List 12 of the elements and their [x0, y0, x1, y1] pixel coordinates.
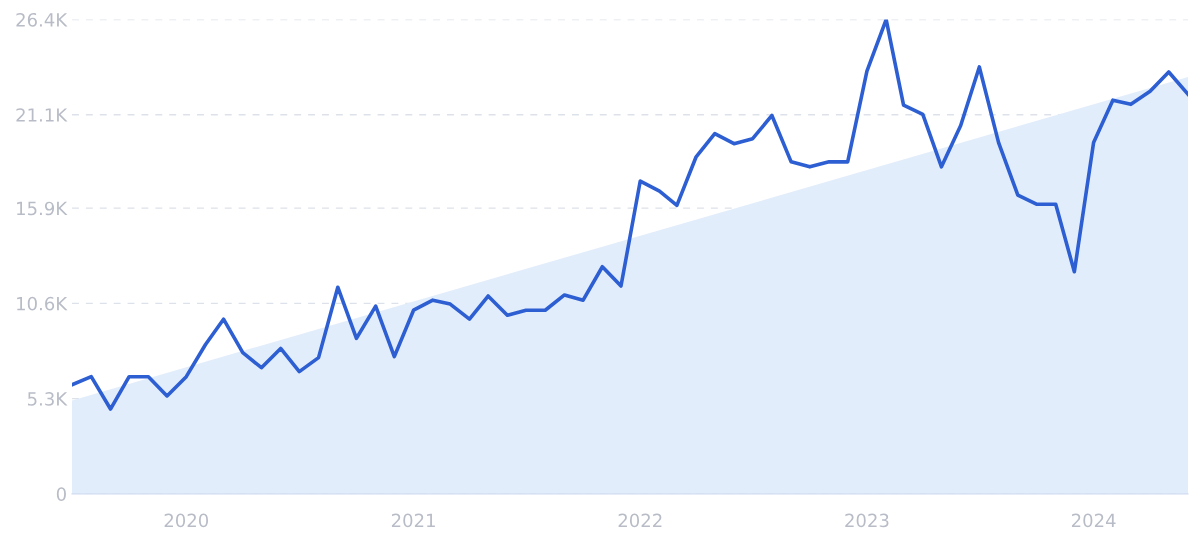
y-tick-label: 15.9K: [17, 201, 68, 216]
x-tick-label: 2021: [391, 513, 435, 528]
x-tick-label: 2023: [845, 513, 889, 528]
y-tick-label: 21.1K: [16, 108, 68, 122]
y-tick-label: 10.6K: [17, 296, 68, 311]
y-tick-label: 5.3K: [27, 392, 68, 406]
y-tick-label: 26.4K: [16, 12, 68, 27]
line-series: [72, 19, 1188, 411]
y-tick-label: 0: [56, 487, 66, 501]
x-tick-label: 2022: [618, 513, 662, 528]
x-tick-label: 2024: [1071, 513, 1116, 528]
x-tick-label: 2020: [164, 513, 209, 528]
